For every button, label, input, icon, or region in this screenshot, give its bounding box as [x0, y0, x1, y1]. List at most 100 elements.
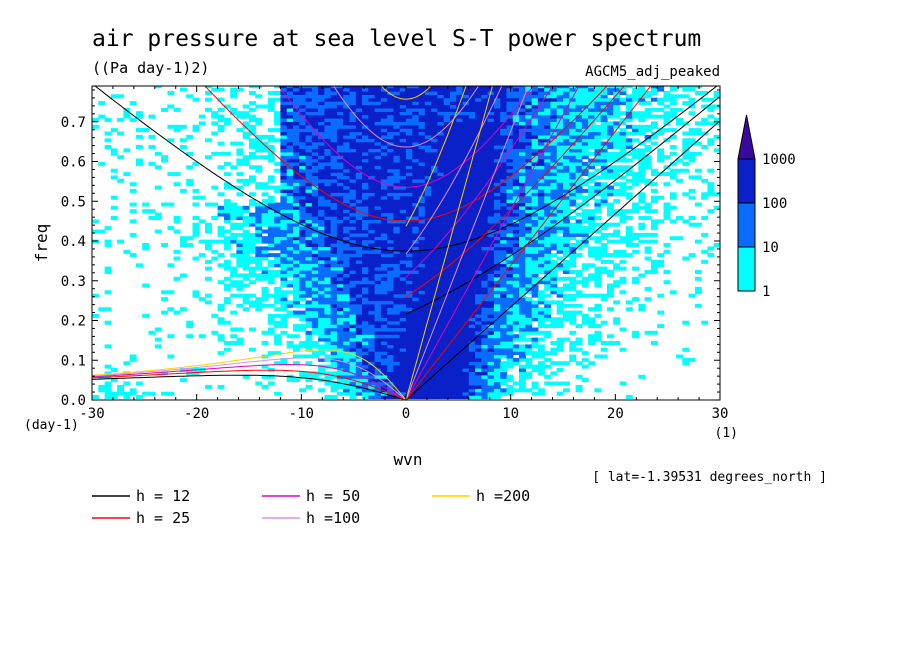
- spectrum-cell: [468, 351, 476, 356]
- spectrum-cell: [186, 371, 194, 376]
- spectrum-cell: [318, 368, 325, 372]
- spectrum-cell: [387, 124, 395, 129]
- spectrum-cell: [374, 364, 382, 369]
- spectrum-cell: [380, 290, 388, 295]
- spectrum-cell: [406, 188, 413, 193]
- spectrum-cell: [311, 249, 319, 254]
- spectrum-cell: [393, 307, 401, 312]
- spectrum-cell: [450, 216, 457, 220]
- spectrum-cell: [563, 185, 570, 190]
- spectrum-cell: [500, 182, 508, 187]
- spectrum-cell: [387, 236, 395, 241]
- spectrum-cell: [475, 310, 482, 315]
- spectrum-cell: [537, 209, 545, 214]
- spectrum-cell: [211, 256, 219, 261]
- spectrum-cell: [512, 276, 520, 281]
- spectrum-cell: [336, 320, 344, 325]
- spectrum-cell: [299, 290, 307, 295]
- spectrum-cell: [249, 243, 256, 247]
- spectrum-cell: [487, 361, 495, 366]
- spectrum-cell: [487, 388, 495, 393]
- spectrum-cell: [368, 151, 376, 156]
- spectrum-cell: [607, 283, 614, 288]
- spectrum-cell: [330, 246, 338, 251]
- spectrum-cell: [506, 205, 514, 210]
- spectrum-cell: [368, 155, 376, 160]
- spectrum-cell: [406, 172, 413, 177]
- spectrum-cell: [619, 148, 627, 153]
- spectrum-cell: [355, 212, 363, 217]
- spectrum-cell: [563, 276, 570, 281]
- spectrum-cell: [418, 226, 426, 231]
- spectrum-cell: [154, 229, 162, 234]
- spectrum-cell: [368, 341, 376, 345]
- spectrum-cell: [274, 320, 281, 325]
- spectrum-cell: [424, 134, 432, 139]
- spectrum-cell: [406, 246, 413, 251]
- spectrum-cell: [343, 199, 351, 204]
- spectrum-cell: [594, 303, 602, 308]
- spectrum-cell: [657, 324, 665, 329]
- spectrum-cell: [336, 347, 344, 352]
- spectrum-cell: [349, 138, 357, 143]
- spectrum-cell: [305, 148, 313, 153]
- spectrum-cell: [399, 202, 407, 207]
- spectrum-cell: [179, 368, 187, 372]
- spectrum-cell: [311, 310, 319, 315]
- spectrum-cell: [393, 324, 401, 329]
- spectrum-cell: [468, 182, 476, 187]
- spectrum-cell: [468, 313, 476, 318]
- spectrum-cell: [412, 273, 420, 278]
- spectrum-cell: [443, 327, 451, 332]
- spectrum-cell: [443, 158, 451, 163]
- spectrum-cell: [669, 145, 677, 149]
- spectrum-cell: [311, 148, 319, 153]
- spectrum-cell: [650, 222, 658, 227]
- spectrum-cell: [431, 229, 438, 234]
- spectrum-cell: [512, 148, 520, 153]
- spectrum-cell: [475, 320, 482, 325]
- spectrum-cell: [462, 148, 470, 153]
- spectrum-cell: [437, 195, 445, 200]
- spectrum-cell: [569, 128, 577, 133]
- spectrum-cell: [393, 226, 401, 231]
- spectrum-cell: [274, 293, 281, 298]
- spectrum-cell: [406, 168, 413, 173]
- spectrum-cell: [412, 256, 420, 261]
- spectrum-cell: [519, 212, 526, 217]
- spectrum-cell: [512, 182, 520, 187]
- spectrum-cell: [493, 168, 501, 173]
- spectrum-cell: [481, 263, 489, 268]
- spectrum-cell: [456, 273, 464, 278]
- spectrum-cell: [311, 192, 319, 197]
- spectrum-cell: [475, 361, 482, 366]
- spectrum-cell: [393, 334, 401, 339]
- spectrum-cell: [274, 188, 281, 193]
- spectrum-cell: [481, 307, 489, 312]
- spectrum-cell: [387, 178, 395, 183]
- spectrum-cell: [324, 276, 332, 281]
- spectrum-cell: [537, 145, 545, 149]
- spectrum-cell: [330, 249, 338, 254]
- spectrum-cell: [393, 121, 401, 126]
- spectrum-cell: [468, 330, 476, 335]
- spectrum-cell: [437, 351, 445, 356]
- spectrum-cell: [638, 114, 646, 119]
- spectrum-cell: [475, 141, 482, 146]
- spectrum-cell: [299, 270, 307, 274]
- spectrum-cell: [481, 145, 489, 149]
- spectrum-cell: [330, 290, 338, 295]
- spectrum-cell: [349, 253, 357, 258]
- spectrum-cell: [280, 199, 288, 204]
- spectrum-cell: [368, 327, 376, 332]
- spectrum-cell: [412, 341, 420, 345]
- spectrum-cell: [336, 104, 344, 109]
- spectrum-cell: [223, 118, 231, 122]
- spectrum-cell: [399, 384, 407, 389]
- spectrum-cell: [355, 145, 363, 149]
- spectrum-cell: [424, 185, 432, 190]
- spectrum-cell: [544, 334, 552, 339]
- spectrum-cell: [412, 334, 420, 339]
- spectrum-cell: [336, 391, 344, 396]
- spectrum-cell: [500, 145, 508, 149]
